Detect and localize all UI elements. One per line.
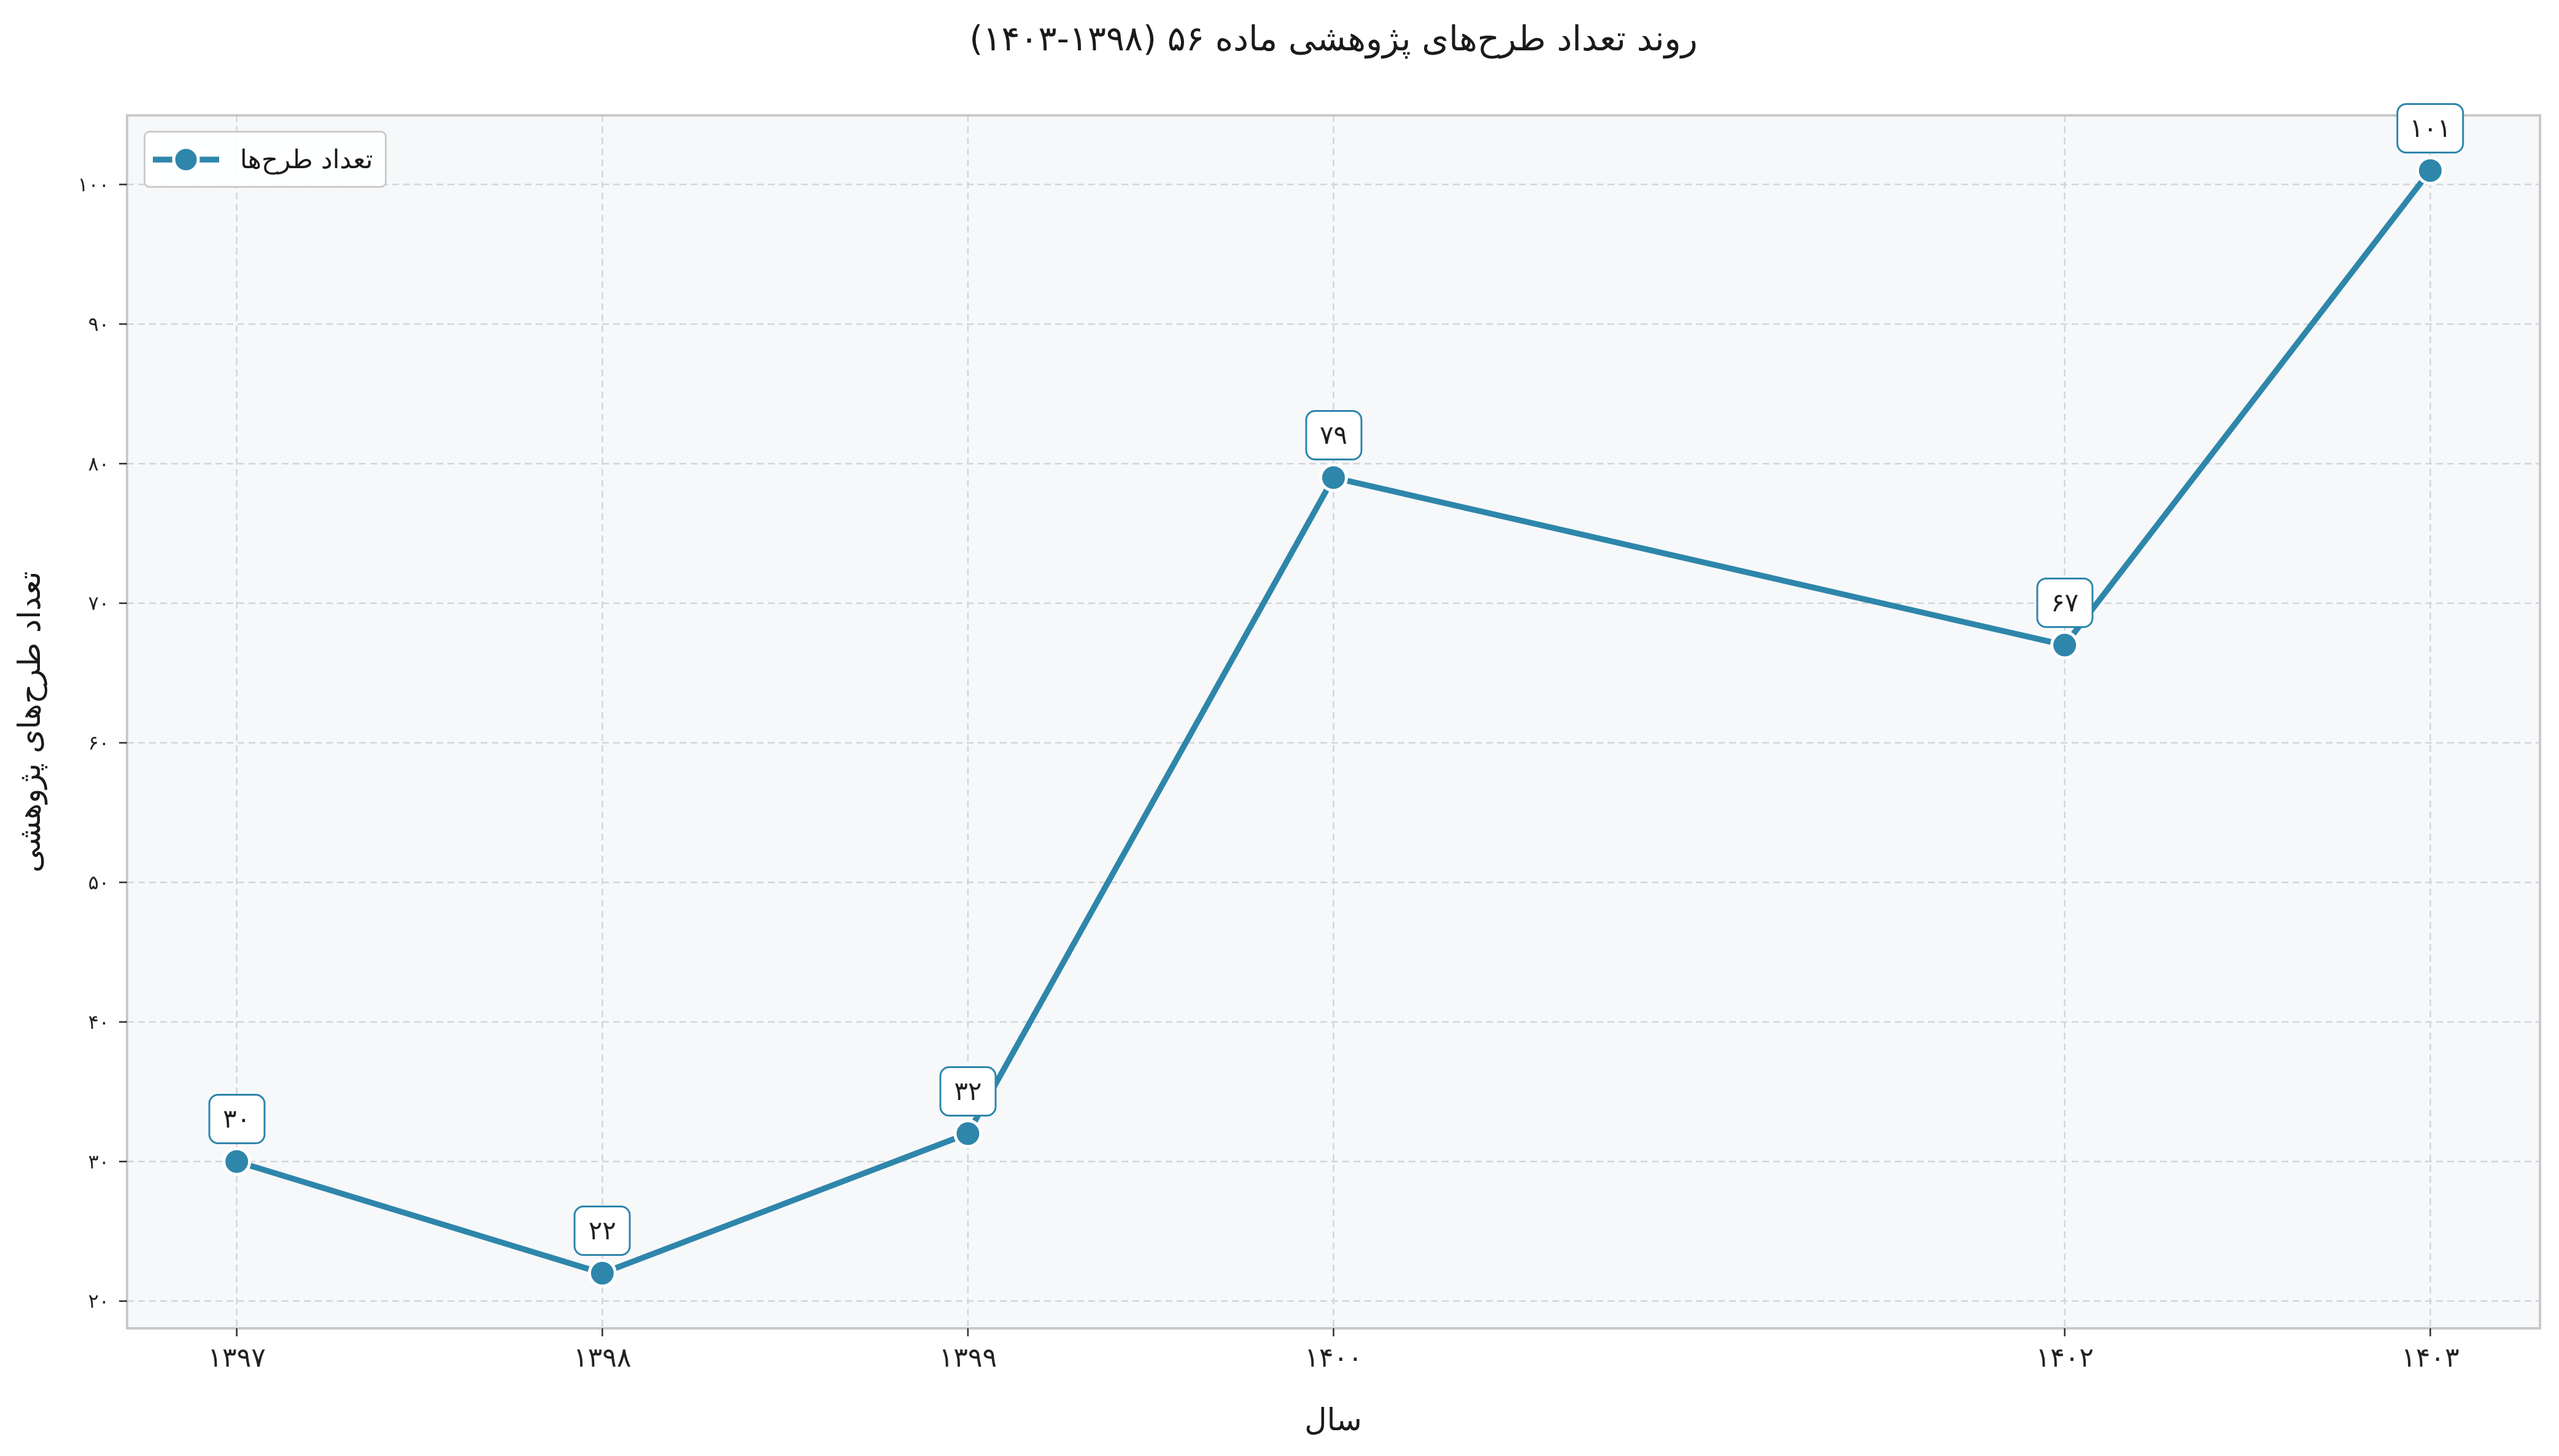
series-line — [233, 168, 2434, 1276]
grid — [127, 115, 2540, 1328]
data-label: ۱۰۱ — [2396, 103, 2464, 153]
data-point — [1319, 463, 1348, 492]
data-label: ۲۲ — [573, 1206, 631, 1257]
y-tick-label: ۲۰ — [88, 1290, 109, 1313]
x-axis-label: سال — [1304, 1402, 1361, 1438]
y-tick-label: ۹۰ — [88, 312, 109, 336]
x-tick-label: ۱۴۰۲ — [2035, 1342, 2094, 1374]
x-tick-label: ۱۴۰۰ — [1304, 1342, 1363, 1374]
legend: تعداد طرح‌ها — [144, 131, 387, 188]
data-point — [2415, 156, 2445, 185]
data-point — [953, 1119, 983, 1148]
legend-marker — [172, 145, 200, 173]
data-point — [222, 1147, 252, 1176]
legend-label: تعداد طرح‌ها — [240, 144, 373, 174]
y-tick-label: ۱۰۰ — [77, 173, 109, 196]
y-axis-label: تعداد طرح‌های پژوهشی — [12, 571, 48, 873]
y-tick-label: ۳۰ — [88, 1150, 109, 1173]
legend-line-marker-icon — [153, 145, 219, 173]
y-tick-label: ۸۰ — [88, 452, 109, 475]
x-tick-label: ۱۳۹۹ — [939, 1342, 997, 1374]
data-point — [587, 1258, 617, 1288]
y-tick-label: ۷۰ — [88, 592, 109, 615]
x-tick-label: ۱۳۹۷ — [207, 1342, 266, 1374]
y-tick-label: ۶۰ — [88, 731, 109, 754]
data-label: ۳۲ — [939, 1066, 997, 1117]
y-tick-label: ۴۰ — [88, 1010, 109, 1034]
y-tick-label: ۵۰ — [88, 870, 109, 894]
series — [222, 156, 2445, 1288]
data-label: ۳۰ — [208, 1094, 266, 1145]
data-point — [2050, 630, 2080, 660]
data-label: ۶۷ — [2036, 577, 2094, 628]
axis-ticks: ۱۳۹۷ ۱۳۹۸ ۱۳۹۹ ۱۴۰۰ ۱۴۰۲ ۱۴۰۳ ۲۰ ۳۰ ۴۰ ۵۰ ۶۰ ۷۰ ۸۰ ۹۰… — [77, 173, 2459, 1374]
x-tick-label: ۱۳۹۸ — [573, 1342, 632, 1374]
data-label: ۷۹ — [1305, 410, 1362, 461]
x-tick-label: ۱۴۰۳ — [2401, 1342, 2460, 1374]
chart-title: روند تعداد طرح‌های پژوهشی ماده ۵۶ (۱۳۹۸-… — [969, 19, 1698, 59]
